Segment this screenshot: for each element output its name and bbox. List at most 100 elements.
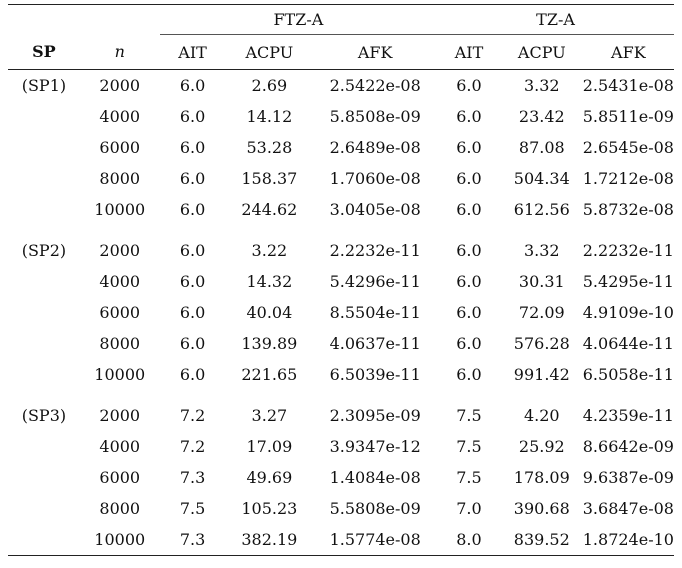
section-label-empty [8, 328, 80, 359]
cell-tz-acpu: 3.32 [523, 241, 560, 260]
cell-ftz-ait: 7.3 [179, 468, 206, 487]
group-header-spacer [8, 4, 160, 35]
section-label: (SP3) [21, 406, 67, 425]
cell-tz-ait: 7.5 [456, 437, 482, 456]
cell-ftz-acpu: 3.22 [251, 241, 288, 260]
cell-ftz-afk: 5.8508e-09 [329, 107, 421, 126]
cell-ftz-ait: 7.5 [179, 499, 206, 518]
cell-ftz-afk: 2.5422e-08 [313, 69, 438, 101]
cell-ftz-acpu: 2.69 [225, 69, 314, 101]
cell-n: 10000 [94, 200, 146, 219]
cell-ftz-acpu: 17.09 [246, 437, 293, 456]
cell-n: 2000 [99, 241, 141, 260]
cell-tz-acpu: 4.20 [523, 406, 560, 425]
column-header-ftz-acpu: ACPU [245, 42, 294, 62]
cell-tz-afk: 1.8724e-10 [582, 524, 674, 556]
section-label-empty [8, 163, 80, 194]
cell-ftz-afk: 6.5039e-11 [329, 365, 421, 384]
table-row: 8000 6.0 139.89 4.0637e-11 6.0 576.28 4.0644e-… [8, 328, 674, 359]
cell-n: 6000 [99, 468, 141, 487]
cell-tz-acpu: 23.42 [518, 107, 565, 126]
cell-tz-ait: 6.0 [456, 303, 482, 322]
cell-ftz-ait: 6.0 [159, 69, 226, 101]
table-row: 6000 6.0 40.04 8.5504e-11 6.0 72.09 4.9109e-10 [8, 297, 674, 328]
cell-ftz-acpu: 158.37 [241, 169, 298, 188]
cell-ftz-ait: 6.0 [179, 169, 206, 188]
cell-tz-ait: 7.5 [456, 468, 482, 487]
cell-tz-ait: 6.0 [456, 138, 482, 157]
cell-ftz-acpu: 53.28 [246, 138, 293, 157]
cell-ftz-acpu: 382.19 [225, 524, 314, 556]
cell-ftz-acpu: 244.62 [241, 200, 298, 219]
section-label: (SP1) [8, 69, 80, 101]
cell-n: 4000 [99, 107, 141, 126]
table-row: 8000 7.5 105.23 5.5808e-09 7.0 390.68 3.6847e-… [8, 493, 674, 524]
section-label: (SP2) [21, 241, 67, 260]
table-row: (SP2) 2000 6.0 3.22 2.2232e-11 6.0 3.32 2.2232e… [8, 235, 674, 266]
cell-tz-acpu: 576.28 [513, 334, 570, 353]
table-row: 4000 7.2 17.09 3.9347e-12 7.5 25.92 8.6642e-09 [8, 431, 674, 462]
cell-ftz-ait: 6.0 [179, 241, 206, 260]
cell-ftz-acpu: 49.69 [246, 468, 293, 487]
cell-ftz-ait: 6.0 [179, 334, 206, 353]
cell-tz-afk: 6.5058e-11 [582, 365, 674, 384]
section-gap [8, 390, 674, 400]
cell-ftz-afk: 2.3095e-09 [329, 406, 421, 425]
table-body: (SP1) 2000 6.0 2.69 2.5422e-08 6.0 3.32 2.5431e… [8, 69, 674, 556]
group-header-tz-a: TZ-A [437, 4, 674, 35]
section-label-empty [8, 266, 80, 297]
cell-ftz-ait: 6.0 [179, 365, 206, 384]
column-header-tz-acpu: ACPU [517, 42, 566, 62]
section-label-empty [8, 194, 80, 225]
group-header-ftz-a: FTZ-A [159, 4, 438, 35]
cell-ftz-acpu: 14.12 [246, 107, 293, 126]
cell-tz-afk: 5.8511e-09 [582, 107, 674, 126]
cell-n: 8000 [99, 499, 141, 518]
cell-tz-ait: 6.0 [437, 69, 501, 101]
cell-ftz-afk: 5.4296e-11 [329, 272, 421, 291]
cell-ftz-acpu: 3.27 [251, 406, 288, 425]
cell-tz-ait: 7.0 [456, 499, 482, 518]
cell-tz-afk: 9.6387e-09 [582, 468, 674, 487]
cell-ftz-afk: 8.5504e-11 [329, 303, 421, 322]
cell-tz-ait: 6.0 [456, 365, 482, 384]
column-header-ftz-ait: AIT [178, 42, 207, 62]
cell-tz-acpu: 87.08 [518, 138, 565, 157]
cell-ftz-ait: 7.2 [179, 437, 206, 456]
cell-tz-ait: 6.0 [456, 107, 482, 126]
column-header-sp: SP [32, 42, 56, 62]
cell-tz-acpu: 3.32 [500, 69, 583, 101]
cell-tz-afk: 4.2359e-11 [582, 406, 674, 425]
cell-tz-afk: 3.6847e-08 [582, 499, 674, 518]
table-row: 10000 6.0 221.65 6.5039e-11 6.0 991.42 6.5058e… [8, 359, 674, 390]
cell-n: 2000 [99, 406, 141, 425]
column-header-n: n [114, 42, 125, 62]
group-header-row: FTZ-A TZ-A [8, 4, 674, 35]
cell-ftz-afk: 1.4084e-08 [329, 468, 421, 487]
section-label-empty [8, 132, 80, 163]
cell-tz-afk: 4.0644e-11 [582, 334, 674, 353]
cell-ftz-ait: 7.2 [179, 406, 206, 425]
column-header-tz-afk: AFK [611, 42, 646, 62]
cell-tz-ait: 6.0 [456, 169, 482, 188]
cell-tz-afk: 5.4295e-11 [582, 272, 674, 291]
column-header-row: SP n AIT ACPU AFK AIT ACPU AFK [8, 35, 674, 70]
cell-n: 10000 [94, 365, 146, 384]
cell-ftz-ait: 6.0 [179, 138, 206, 157]
cell-ftz-ait: 7.3 [159, 524, 226, 556]
cell-ftz-afk: 2.2232e-11 [329, 241, 421, 260]
table-row: 6000 7.3 49.69 1.4084e-08 7.5 178.09 9.6387e-0… [8, 462, 674, 493]
column-header-ftz-afk: AFK [357, 42, 393, 62]
results-table: FTZ-A TZ-A SP n AIT ACPU AFK AIT ACPU AF… [8, 4, 674, 556]
cell-ftz-acpu: 139.89 [241, 334, 298, 353]
cell-ftz-ait: 6.0 [179, 303, 206, 322]
cell-tz-afk: 5.8732e-08 [582, 200, 674, 219]
cell-ftz-afk: 2.6489e-08 [329, 138, 421, 157]
cell-tz-acpu: 178.09 [513, 468, 570, 487]
cell-tz-afk: 8.6642e-09 [582, 437, 674, 456]
section-label-empty [8, 359, 80, 390]
section-gap-cell [8, 225, 674, 235]
cell-n: 6000 [99, 138, 141, 157]
table-row: 10000 6.0 244.62 3.0405e-08 6.0 612.56 5.8732e… [8, 194, 674, 225]
table-row: 10000 7.3 382.19 1.5774e-08 8.0 839.52 1.8724e… [8, 524, 674, 556]
